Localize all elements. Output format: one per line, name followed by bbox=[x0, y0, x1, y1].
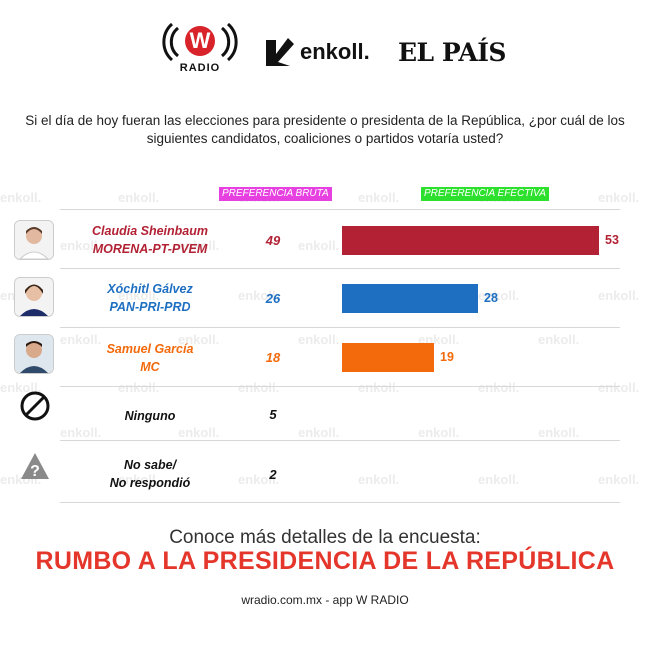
header-preferencia-efectiva: PREFERENCIA EFECTIVA bbox=[421, 187, 549, 201]
enkoll-watermark: enkoll. bbox=[0, 190, 42, 205]
enkoll-watermark: enkoll. bbox=[60, 238, 102, 253]
person-icon bbox=[15, 221, 53, 259]
question-warning-icon: ? bbox=[18, 449, 52, 483]
efectiva-value: 19 bbox=[440, 350, 454, 364]
avatar bbox=[14, 220, 54, 260]
enkoll-watermark: enkoll. bbox=[118, 190, 160, 205]
person-icon bbox=[15, 335, 53, 373]
enkoll-watermark: enkoll. bbox=[238, 380, 280, 395]
enkoll-watermark: enkoll. bbox=[118, 288, 160, 303]
wradio-letter: W bbox=[185, 26, 215, 56]
enkoll-watermark: enkoll. bbox=[298, 332, 340, 347]
enkoll-watermark: enkoll. bbox=[0, 380, 42, 395]
enkoll-logo: enkoll. bbox=[262, 34, 370, 70]
enkoll-watermark: enkoll. bbox=[178, 425, 220, 440]
enkoll-watermark: enkoll. bbox=[478, 288, 520, 303]
efectiva-value: 28 bbox=[484, 291, 498, 305]
enkoll-watermark: enkoll. bbox=[598, 190, 640, 205]
bruta-value: 2 bbox=[269, 467, 277, 482]
bruta-value: 18 bbox=[265, 350, 281, 365]
row-separator bbox=[60, 209, 620, 210]
enkoll-mark-icon bbox=[266, 38, 294, 66]
prohibited-icon bbox=[18, 389, 52, 423]
bruta-value: 5 bbox=[269, 407, 277, 422]
option-label: Ninguno bbox=[124, 409, 176, 423]
avatar bbox=[14, 334, 54, 374]
cta-line: Conoce más detalles de la encuesta: bbox=[169, 527, 481, 548]
enkoll-watermark: enkoll. bbox=[298, 425, 340, 440]
svg-text:?: ? bbox=[30, 463, 40, 480]
enkoll-watermark: enkoll. bbox=[118, 472, 160, 487]
row-separator bbox=[60, 502, 620, 503]
row-separator bbox=[60, 268, 620, 269]
enkoll-watermark: enkoll. bbox=[538, 425, 580, 440]
efectiva-bar bbox=[342, 226, 599, 255]
enkoll-watermark: enkoll. bbox=[60, 332, 102, 347]
row-separator bbox=[60, 440, 620, 441]
survey-question: Si el día de hoy fueran las elecciones p… bbox=[25, 113, 625, 146]
enkoll-watermark: enkoll. bbox=[598, 472, 640, 487]
row-separator bbox=[60, 327, 620, 328]
radio-waves-icon bbox=[162, 22, 238, 62]
enkoll-watermark: enkoll. bbox=[60, 425, 102, 440]
enkoll-watermark: enkoll. bbox=[598, 288, 640, 303]
enkoll-watermark: enkoll. bbox=[538, 332, 580, 347]
candidate-party: MORENA-PT-PVEM bbox=[92, 242, 208, 256]
candidate-name: Xóchitl Gálvez bbox=[107, 282, 193, 296]
enkoll-watermark: enkoll. bbox=[478, 472, 520, 487]
enkoll-watermark: enkoll. bbox=[418, 425, 460, 440]
bruta-value: 49 bbox=[265, 233, 281, 248]
enkoll-watermark: enkoll. bbox=[598, 380, 640, 395]
efectiva-value: 53 bbox=[605, 233, 619, 247]
efectiva-bar bbox=[342, 284, 478, 313]
enkoll-watermark: enkoll. bbox=[358, 190, 400, 205]
row-separator bbox=[60, 386, 620, 387]
efectiva-bar bbox=[342, 343, 434, 372]
person-icon bbox=[15, 278, 53, 316]
enkoll-watermark: enkoll. bbox=[178, 332, 220, 347]
cta-title: RUMBO A LA PRESIDENCIA DE LA REPÚBLICA bbox=[35, 547, 615, 575]
candidate-name: Claudia Sheinbaum bbox=[92, 224, 208, 238]
enkoll-watermark: enkoll. bbox=[298, 238, 340, 253]
wradio-logo: W RADIO bbox=[160, 22, 240, 80]
site-link[interactable]: wradio.com.mx - app W RADIO bbox=[241, 593, 409, 607]
bruta-value: 26 bbox=[265, 291, 281, 306]
candidate-name: Samuel García bbox=[106, 342, 194, 356]
header-preferencia-bruta: PREFERENCIA BRUTA bbox=[219, 187, 332, 201]
enkoll-watermark: enkoll. bbox=[118, 380, 160, 395]
logo-bar: W RADIO enkoll. EL PAÍS bbox=[0, 22, 650, 82]
enkoll-watermark: enkoll. bbox=[178, 238, 220, 253]
avatar bbox=[14, 277, 54, 317]
candidate-party: MC bbox=[140, 360, 160, 374]
candidate-party: PAN-PRI-PRD bbox=[109, 300, 191, 314]
enkoll-watermark: enkoll. bbox=[358, 380, 400, 395]
enkoll-text: enkoll. bbox=[300, 39, 370, 64]
enkoll-watermark: enkoll. bbox=[358, 472, 400, 487]
option-label: No sabe/ No respondió bbox=[109, 458, 191, 490]
enkoll-watermark: enkoll. bbox=[238, 472, 280, 487]
elpais-logo: EL PAÍS bbox=[398, 38, 506, 67]
wradio-text: RADIO bbox=[179, 62, 221, 74]
enkoll-watermark: enkoll. bbox=[478, 380, 520, 395]
enkoll-watermark: enkoll. bbox=[238, 288, 280, 303]
